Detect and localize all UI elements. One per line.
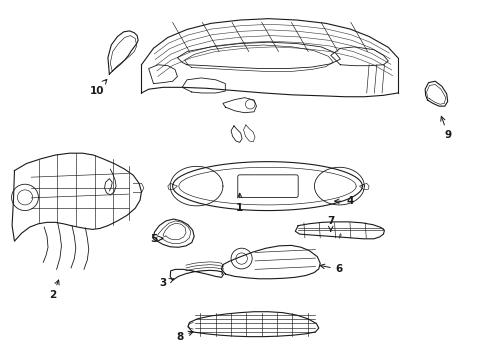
Text: 5: 5 <box>149 234 163 244</box>
Text: 7: 7 <box>326 216 334 231</box>
Text: 3: 3 <box>159 279 174 288</box>
Text: 4: 4 <box>334 196 353 206</box>
Text: 6: 6 <box>320 264 342 274</box>
Text: 9: 9 <box>440 116 451 140</box>
Text: 1: 1 <box>236 193 243 213</box>
Text: 2: 2 <box>49 280 59 300</box>
Text: 10: 10 <box>89 80 106 96</box>
Text: 8: 8 <box>176 331 193 342</box>
